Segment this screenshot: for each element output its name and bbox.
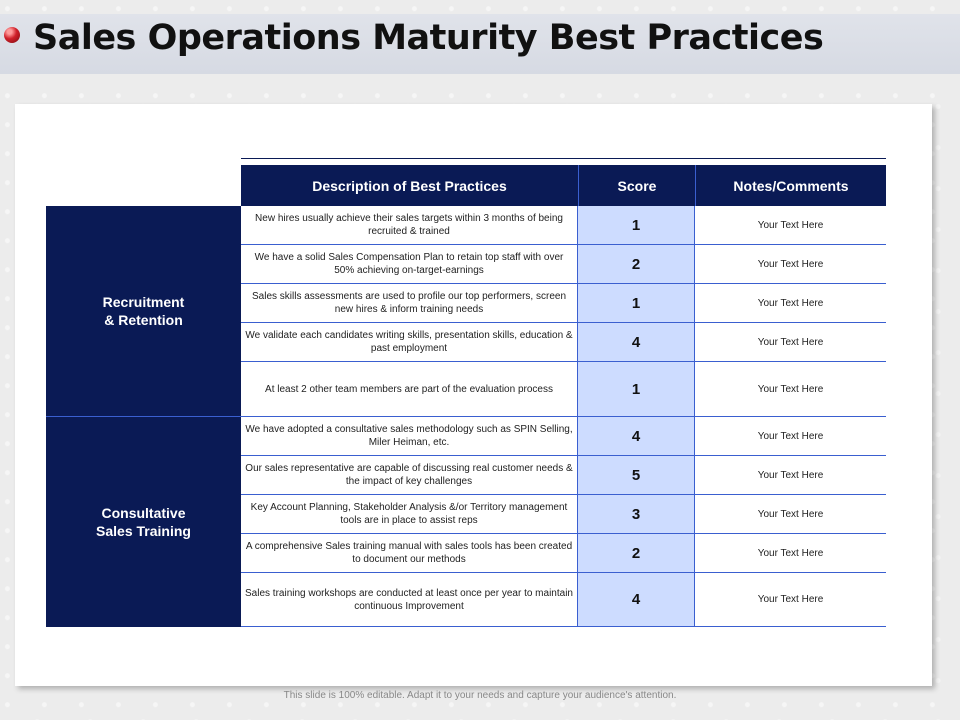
row-score: 1 [578, 362, 695, 417]
row-score: 4 [578, 323, 695, 362]
table-row: Sales training workshops are conducted a… [241, 573, 886, 627]
row-description: Key Account Planning, Stakeholder Analys… [241, 495, 578, 534]
group-label-line2: & Retention [104, 312, 183, 328]
header-score: Score [578, 165, 695, 206]
group-label-line1: Consultative [101, 505, 186, 521]
row-notes: Your Text Here [695, 534, 886, 573]
table-top-rule [241, 158, 886, 159]
table-row: A comprehensive Sales training manual wi… [241, 534, 886, 573]
table-row: New hires usually achieve their sales ta… [241, 206, 886, 245]
row-score: 2 [578, 534, 695, 573]
row-description: We have adopted a consultative sales met… [241, 417, 578, 456]
row-notes: Your Text Here [695, 323, 886, 362]
row-description: Sales skills assessments are used to pro… [241, 284, 578, 323]
row-notes: Your Text Here [695, 573, 886, 627]
row-description: We have a solid Sales Compensation Plan … [241, 245, 578, 284]
row-score: 4 [578, 573, 695, 627]
header-notes: Notes/Comments [695, 165, 886, 206]
row-score: 1 [578, 284, 695, 323]
table-row: Key Account Planning, Stakeholder Analys… [241, 495, 886, 534]
row-notes: Your Text Here [695, 245, 886, 284]
slide-title: Sales Operations Maturity Best Practices [33, 18, 824, 58]
row-description: A comprehensive Sales training manual wi… [241, 534, 578, 573]
row-notes: Your Text Here [695, 417, 886, 456]
row-notes: Your Text Here [695, 456, 886, 495]
group-consultative-sales-training: Consultative Sales Training [46, 417, 241, 627]
title-bar [0, 14, 960, 74]
red-bullet-icon [4, 27, 20, 43]
table-row: At least 2 other team members are part o… [241, 362, 886, 417]
row-score: 5 [578, 456, 695, 495]
row-description: At least 2 other team members are part o… [241, 362, 578, 417]
group-label-line1: Recruitment [102, 294, 185, 310]
row-notes: Your Text Here [695, 284, 886, 323]
header-description: Description of Best Practices [241, 165, 578, 206]
table-row: We have adopted a consultative sales met… [241, 417, 886, 456]
group-recruitment-retention: Recruitment & Retention [46, 206, 241, 417]
footer-note: This slide is 100% editable. Adapt it to… [283, 690, 677, 701]
row-description: Sales training workshops are conducted a… [241, 573, 578, 627]
group-label-line2: Sales Training [96, 523, 191, 539]
table-row: We validate each candidates writing skil… [241, 323, 886, 362]
table-row: Our sales representative are capable of … [241, 456, 886, 495]
row-score: 1 [578, 206, 695, 245]
table-row: Sales skills assessments are used to pro… [241, 284, 886, 323]
row-description: We validate each candidates writing skil… [241, 323, 578, 362]
table-row: We have a solid Sales Compensation Plan … [241, 245, 886, 284]
row-description: Our sales representative are capable of … [241, 456, 578, 495]
row-score: 2 [578, 245, 695, 284]
row-score: 4 [578, 417, 695, 456]
row-description: New hires usually achieve their sales ta… [241, 206, 578, 245]
row-notes: Your Text Here [695, 362, 886, 417]
row-notes: Your Text Here [695, 206, 886, 245]
row-notes: Your Text Here [695, 495, 886, 534]
row-score: 3 [578, 495, 695, 534]
